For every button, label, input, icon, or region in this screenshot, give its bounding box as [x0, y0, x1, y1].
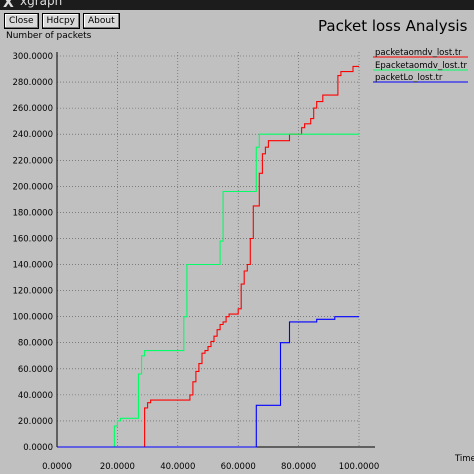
- y-tick-label: 140.0000: [12, 261, 53, 271]
- y-tick-label: 220.0000: [12, 156, 53, 166]
- y-tick-label: 100.0000: [12, 313, 53, 323]
- y-tick-label: 260.0000: [12, 104, 53, 114]
- x-tick-label: 40.0000: [160, 462, 195, 472]
- y-tick-label: 300.0000: [12, 52, 53, 62]
- x-tick-label: 100.0000: [339, 462, 380, 472]
- legend-label-2: Epacketaomdv_lost.tr: [375, 61, 468, 71]
- y-tick-label: 0.0000: [23, 443, 53, 453]
- y-tick-label: 60.0000: [18, 365, 53, 375]
- x-tick-label: 60.0000: [221, 462, 256, 472]
- y-tick-label: 200.0000: [12, 182, 53, 192]
- about-button[interactable]: About: [83, 13, 120, 29]
- window-title: xgraph: [20, 0, 63, 8]
- y-axis-label: Number of packets: [6, 31, 92, 41]
- hdcpy-button[interactable]: Hdcpy: [41, 13, 80, 29]
- x-tick-label: 80.0000: [281, 462, 316, 472]
- y-tick-label: 20.0000: [18, 417, 53, 427]
- y-tick-label: 280.0000: [12, 78, 53, 88]
- x-axis-label: Time: [454, 454, 474, 464]
- legend-label-3: packetLo_lost.tr: [375, 73, 443, 83]
- x-tick-label: 20.0000: [100, 462, 135, 472]
- chart-title: Packet loss Analysis: [318, 17, 468, 35]
- y-tick-label: 40.0000: [18, 391, 53, 401]
- x-logo-icon: X: [3, 0, 14, 10]
- y-tick-label: 240.0000: [12, 130, 53, 140]
- series-line-2: [57, 133, 359, 448]
- legend-label-1: packetaomdv_lost.tr: [375, 48, 462, 58]
- series-line-3: [57, 316, 359, 448]
- toolbar: Close Hdcpy About: [4, 13, 120, 29]
- y-tick-label: 160.0000: [12, 234, 53, 244]
- window-titlebar: X xgraph: [0, 0, 474, 10]
- y-tick-label: 120.0000: [12, 287, 53, 297]
- y-tick-label: 80.0000: [18, 339, 53, 349]
- y-tick-label: 180.0000: [12, 208, 53, 218]
- x-tick-label: 0.0000: [42, 462, 72, 472]
- close-button[interactable]: Close: [4, 13, 39, 29]
- series-line-1: [57, 65, 359, 448]
